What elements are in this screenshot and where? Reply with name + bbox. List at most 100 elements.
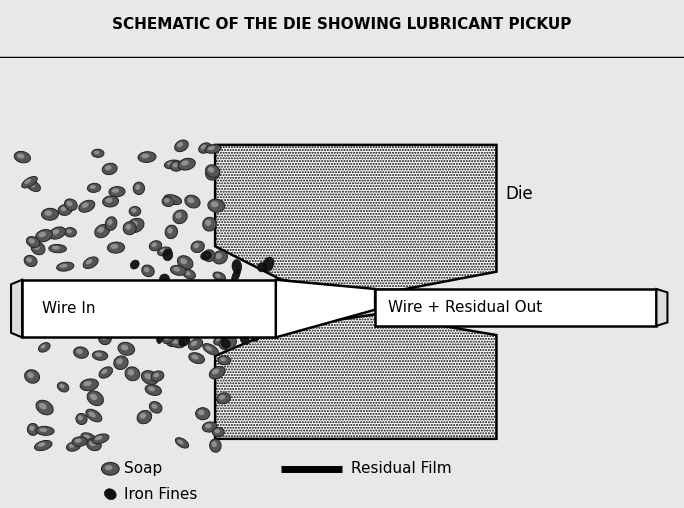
Ellipse shape <box>175 438 189 448</box>
Ellipse shape <box>121 344 129 351</box>
Ellipse shape <box>123 222 136 235</box>
Ellipse shape <box>81 433 96 442</box>
Ellipse shape <box>66 201 73 206</box>
Ellipse shape <box>80 379 98 391</box>
Ellipse shape <box>60 206 67 211</box>
Ellipse shape <box>76 414 87 425</box>
Ellipse shape <box>81 203 89 208</box>
Ellipse shape <box>105 198 113 203</box>
Ellipse shape <box>141 153 149 158</box>
Ellipse shape <box>27 258 32 263</box>
Ellipse shape <box>105 165 111 170</box>
Ellipse shape <box>170 339 178 344</box>
Ellipse shape <box>200 251 211 260</box>
Ellipse shape <box>187 198 194 203</box>
Ellipse shape <box>211 201 218 207</box>
Ellipse shape <box>142 265 154 277</box>
Ellipse shape <box>72 437 88 447</box>
Ellipse shape <box>107 242 124 253</box>
Ellipse shape <box>38 442 45 447</box>
Ellipse shape <box>191 341 197 346</box>
Ellipse shape <box>165 225 178 239</box>
Ellipse shape <box>232 260 241 273</box>
Ellipse shape <box>210 439 221 452</box>
Ellipse shape <box>222 338 230 344</box>
Ellipse shape <box>137 410 152 424</box>
Ellipse shape <box>38 232 46 237</box>
Ellipse shape <box>164 198 170 203</box>
Ellipse shape <box>88 411 96 418</box>
Ellipse shape <box>129 207 141 216</box>
Ellipse shape <box>173 210 187 224</box>
Ellipse shape <box>178 158 195 170</box>
Ellipse shape <box>213 272 226 281</box>
Ellipse shape <box>78 416 83 420</box>
Ellipse shape <box>107 219 113 225</box>
Ellipse shape <box>251 331 260 341</box>
Ellipse shape <box>206 166 220 180</box>
Ellipse shape <box>14 151 31 163</box>
Ellipse shape <box>114 356 128 369</box>
Ellipse shape <box>261 288 269 300</box>
Ellipse shape <box>215 253 222 259</box>
Ellipse shape <box>83 257 98 269</box>
Ellipse shape <box>212 369 219 374</box>
Text: Wire In: Wire In <box>42 301 96 316</box>
Ellipse shape <box>145 385 161 395</box>
Ellipse shape <box>151 371 164 382</box>
Ellipse shape <box>191 241 205 252</box>
Text: Residual Film: Residual Film <box>351 461 451 477</box>
Ellipse shape <box>208 146 215 150</box>
Ellipse shape <box>76 349 83 354</box>
Ellipse shape <box>267 299 280 313</box>
Ellipse shape <box>219 395 225 400</box>
Ellipse shape <box>24 256 37 267</box>
Ellipse shape <box>27 424 38 435</box>
Ellipse shape <box>29 239 35 243</box>
Ellipse shape <box>179 336 190 346</box>
Ellipse shape <box>131 260 140 269</box>
Ellipse shape <box>196 407 210 420</box>
Ellipse shape <box>217 393 231 404</box>
Ellipse shape <box>231 269 240 282</box>
Ellipse shape <box>116 358 122 364</box>
Ellipse shape <box>95 353 102 357</box>
Ellipse shape <box>74 347 88 358</box>
Ellipse shape <box>69 443 75 448</box>
Ellipse shape <box>162 197 174 206</box>
Ellipse shape <box>42 208 58 220</box>
Ellipse shape <box>219 336 237 350</box>
Ellipse shape <box>144 373 152 379</box>
Ellipse shape <box>17 153 25 158</box>
Ellipse shape <box>203 343 218 355</box>
Ellipse shape <box>143 309 154 316</box>
Ellipse shape <box>29 182 35 187</box>
Ellipse shape <box>149 401 162 413</box>
Ellipse shape <box>83 434 90 438</box>
Ellipse shape <box>163 249 173 261</box>
Ellipse shape <box>99 367 113 378</box>
Ellipse shape <box>211 441 217 447</box>
Ellipse shape <box>128 369 134 375</box>
Ellipse shape <box>94 151 99 154</box>
Ellipse shape <box>205 145 221 153</box>
Ellipse shape <box>39 403 47 409</box>
Ellipse shape <box>58 205 72 215</box>
Ellipse shape <box>142 371 158 385</box>
Ellipse shape <box>172 163 178 168</box>
Ellipse shape <box>160 248 166 252</box>
Ellipse shape <box>170 161 183 171</box>
Ellipse shape <box>212 427 224 437</box>
Ellipse shape <box>206 165 220 177</box>
Ellipse shape <box>101 369 107 374</box>
Ellipse shape <box>64 199 77 210</box>
Ellipse shape <box>167 162 174 166</box>
Ellipse shape <box>34 244 40 250</box>
Ellipse shape <box>131 287 142 297</box>
Ellipse shape <box>166 336 179 346</box>
Ellipse shape <box>240 337 250 344</box>
Text: Wire + Residual Out: Wire + Residual Out <box>389 300 542 315</box>
Ellipse shape <box>170 265 186 275</box>
Ellipse shape <box>257 263 266 272</box>
Ellipse shape <box>198 304 208 314</box>
